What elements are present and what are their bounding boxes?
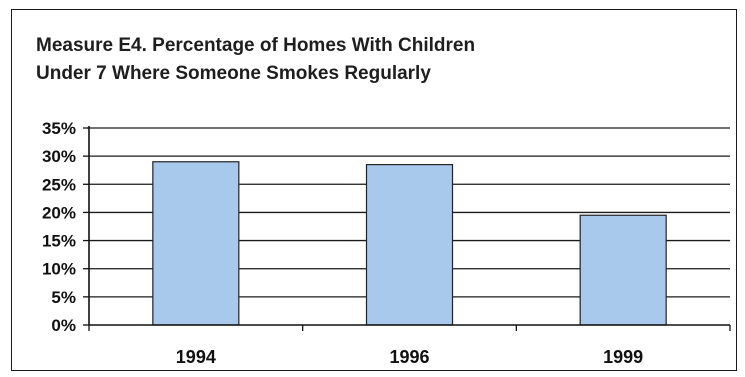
- y-tick-label: 0%: [51, 316, 76, 335]
- bar-1996: [365, 163, 454, 326]
- y-tick-label: 10%: [42, 260, 76, 279]
- bar-1994: [152, 161, 240, 326]
- x-tick-labels: 1994 1996 1999: [176, 347, 643, 367]
- y-tick-label: 20%: [42, 203, 76, 222]
- y-tick-labels: 0% 5% 10% 15% 20% 25% 30% 35%: [42, 119, 76, 335]
- y-tick-label: 25%: [42, 175, 76, 194]
- x-tick-label: 1996: [389, 347, 429, 367]
- chart-title: Measure E4. Percentage of Homes With Chi…: [36, 32, 475, 88]
- y-tick-label: 5%: [51, 288, 76, 307]
- chart-title-line-2: Under 7 Where Someone Smokes Regularly: [36, 63, 431, 84]
- bars: [152, 161, 667, 326]
- x-tick-label: 1999: [603, 347, 643, 367]
- y-tick-label: 35%: [42, 119, 76, 138]
- y-tick-label: 15%: [42, 232, 76, 251]
- x-tick-label: 1994: [176, 347, 216, 367]
- y-tick-label: 30%: [42, 147, 76, 166]
- axes: [83, 126, 731, 331]
- bar-1999: [579, 214, 667, 326]
- chart-title-line-1: Measure E4. Percentage of Homes With Chi…: [36, 35, 476, 56]
